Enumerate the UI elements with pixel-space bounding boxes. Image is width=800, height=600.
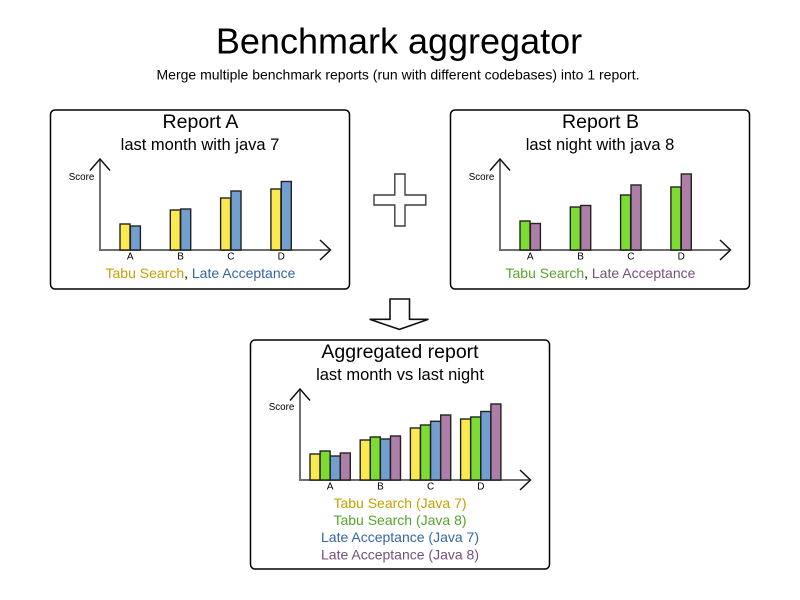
svg-text:D: D bbox=[278, 252, 285, 263]
svg-text:B: B bbox=[377, 482, 384, 493]
svg-text:Late Acceptance (Java 8): Late Acceptance (Java 8) bbox=[321, 546, 479, 562]
svg-text:last month vs last night: last month vs last night bbox=[316, 366, 484, 384]
svg-text:last night with java 8: last night with java 8 bbox=[526, 136, 675, 154]
svg-text:D: D bbox=[477, 482, 484, 493]
svg-text:Late Acceptance (Java 7): Late Acceptance (Java 7) bbox=[321, 529, 479, 545]
svg-text:D: D bbox=[678, 252, 685, 263]
svg-text:Benchmark aggregator: Benchmark aggregator bbox=[216, 21, 582, 62]
svg-text:C: C bbox=[227, 252, 234, 263]
svg-text:Report B: Report B bbox=[562, 111, 639, 133]
svg-text:Tabu Search, Late Acceptance: Tabu Search, Late Acceptance bbox=[106, 265, 296, 281]
svg-text:Score: Score bbox=[469, 172, 495, 183]
svg-text:C: C bbox=[427, 482, 434, 493]
svg-text:Merge multiple benchmark repor: Merge multiple benchmark reports (run wi… bbox=[157, 66, 640, 82]
svg-text:Tabu Search (Java 7): Tabu Search (Java 7) bbox=[333, 495, 466, 511]
svg-text:Tabu Search (Java 8): Tabu Search (Java 8) bbox=[333, 512, 466, 528]
svg-text:Aggregated report: Aggregated report bbox=[321, 341, 479, 363]
svg-text:Score: Score bbox=[69, 172, 95, 183]
svg-text:B: B bbox=[177, 252, 184, 263]
svg-text:Tabu Search, Late Acceptance: Tabu Search, Late Acceptance bbox=[506, 265, 696, 281]
svg-text:A: A bbox=[127, 252, 134, 263]
svg-text:last month with java 7: last month with java 7 bbox=[121, 136, 280, 154]
svg-text:A: A bbox=[527, 252, 534, 263]
svg-text:A: A bbox=[327, 482, 334, 493]
svg-text:Score: Score bbox=[269, 402, 295, 413]
svg-text:C: C bbox=[627, 252, 634, 263]
svg-text:Report A: Report A bbox=[163, 111, 239, 133]
svg-text:B: B bbox=[577, 252, 584, 263]
